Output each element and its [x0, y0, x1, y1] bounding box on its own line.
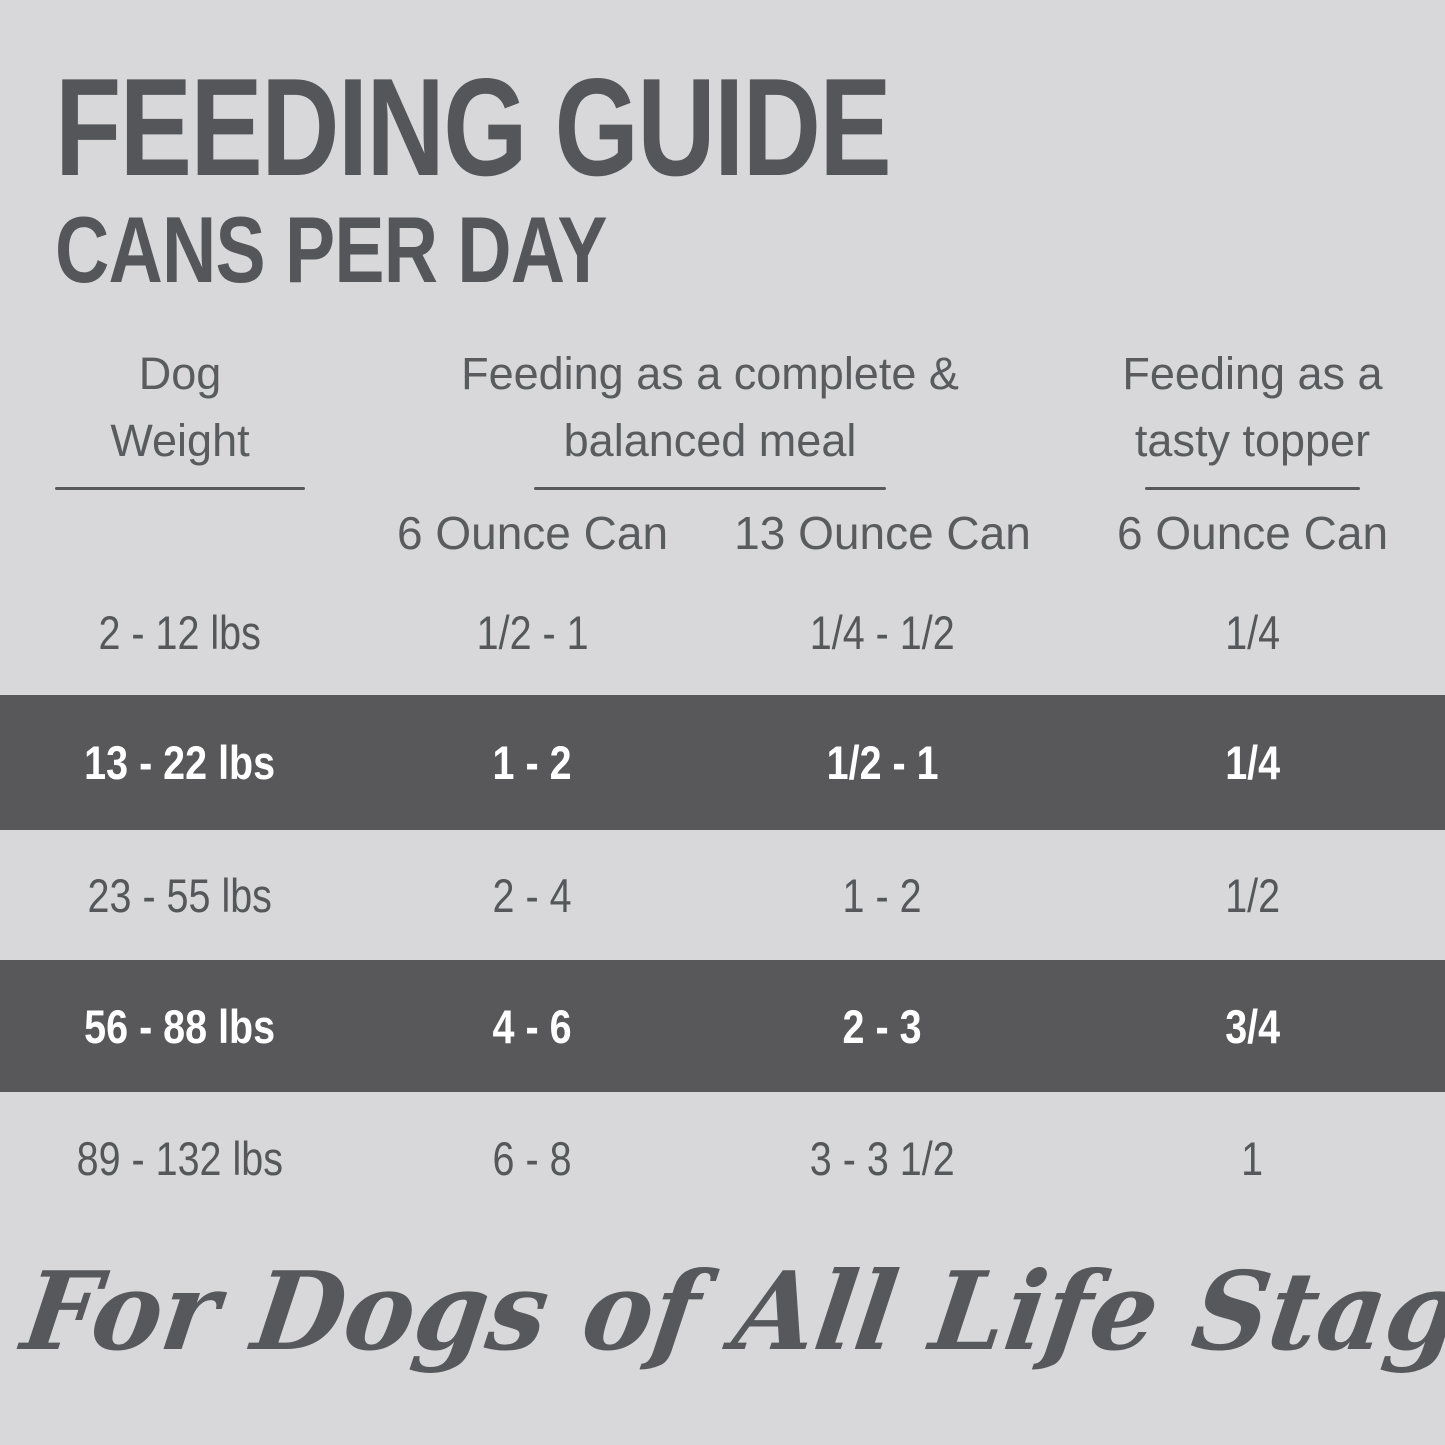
meal-6oz-value: 2 - 4 — [492, 868, 572, 922]
meal-13oz-cell: 3 - 3 1/2 — [705, 1131, 1060, 1186]
meal-6oz-cell: 2 - 4 — [360, 868, 705, 923]
table-column-headers: Dog Weight Feeding as a complete & balan… — [0, 340, 1445, 490]
meal-13oz-value: 3 - 3 1/2 — [810, 1132, 955, 1185]
table-body: 2 - 12 lbs 1/2 - 1 1/4 - 1/2 1/4 13 - 22… — [0, 570, 1445, 1225]
dog-weight-cell: 2 - 12 lbs — [0, 605, 360, 660]
header-underline — [534, 487, 886, 490]
dog-weight-value: 2 - 12 lbs — [98, 606, 262, 659]
dog-weight-cell: 56 - 88 lbs — [0, 999, 360, 1054]
dog-weight-cell: 89 - 132 lbs — [0, 1131, 360, 1186]
meal-13oz-cell: 2 - 3 — [705, 999, 1060, 1054]
topper-6oz-value: 1/4 — [1225, 606, 1280, 659]
meal-13oz-cell: 1/2 - 1 — [705, 735, 1060, 790]
page-title: FEEDING GUIDE — [55, 50, 892, 205]
dog-weight-value: 56 - 88 lbs — [84, 999, 276, 1053]
meal-13oz-value: 1/4 - 1/2 — [810, 606, 955, 659]
column-header-text: Weight — [110, 415, 250, 466]
topper-6oz-cell: 3/4 — [1060, 999, 1445, 1054]
sub-header-topper-6oz-can: 6 Ounce Can — [1116, 507, 1389, 559]
header-underline — [1145, 487, 1360, 490]
topper-6oz-value: 1 — [1241, 1132, 1264, 1185]
topper-6oz-cell: 1/4 — [1060, 735, 1445, 790]
column-header-tasty-topper: Feeding as a tasty topper — [1060, 340, 1445, 490]
table-row: 23 - 55 lbs 2 - 4 1 - 2 1/2 — [0, 830, 1445, 960]
page-subtitle: CANS PER DAY — [55, 197, 608, 302]
table-row-highlighted: 56 - 88 lbs 4 - 6 2 - 3 3/4 — [0, 960, 1445, 1092]
sub-header-6oz-can: 6 Ounce Can — [396, 507, 669, 559]
topper-6oz-value: 3/4 — [1225, 999, 1280, 1053]
table-sub-headers: 6 Ounce Can 13 Ounce Can 6 Ounce Can — [0, 498, 1445, 568]
topper-6oz-cell: 1 — [1060, 1131, 1445, 1186]
column-header-text: Dog — [138, 348, 222, 399]
topper-6oz-cell: 1/2 — [1060, 868, 1445, 923]
column-header-text: Feeding as a complete & — [461, 348, 959, 399]
meal-6oz-cell: 1 - 2 — [360, 735, 705, 790]
meal-6oz-value: 4 - 6 — [492, 999, 572, 1053]
table-row: 2 - 12 lbs 1/2 - 1 1/4 - 1/2 1/4 — [0, 570, 1445, 695]
sub-header-spacer — [0, 498, 360, 568]
footer-tagline-text: For Dogs of All Life Stages — [15, 1249, 1445, 1375]
meal-13oz-cell: 1/4 - 1/2 — [705, 605, 1060, 660]
meal-13oz-value: 1 - 2 — [842, 868, 922, 922]
dog-weight-value: 13 - 22 lbs — [84, 736, 276, 789]
meal-6oz-value: 1/2 - 1 — [476, 606, 589, 659]
column-header-text: balanced meal — [563, 415, 857, 466]
column-header-dog-weight: Dog Weight — [0, 340, 360, 490]
meal-13oz-cell: 1 - 2 — [705, 868, 1060, 923]
column-header-complete-meal: Feeding as a complete & balanced meal — [360, 340, 1060, 490]
topper-6oz-value: 1/2 — [1225, 868, 1280, 922]
dog-weight-value: 23 - 55 lbs — [87, 868, 273, 922]
dog-weight-cell: 23 - 55 lbs — [0, 868, 360, 923]
dog-weight-value: 89 - 132 lbs — [76, 1132, 284, 1185]
topper-6oz-cell: 1/4 — [1060, 605, 1445, 660]
meal-13oz-value: 1/2 - 1 — [826, 736, 939, 789]
meal-6oz-value: 1 - 2 — [492, 736, 572, 789]
meal-6oz-value: 6 - 8 — [492, 1132, 572, 1185]
topper-6oz-value: 1/4 — [1225, 736, 1280, 789]
table-row: 89 - 132 lbs 6 - 8 3 - 3 1/2 1 — [0, 1092, 1445, 1225]
footer-tagline: For Dogs of All Life Stages — [0, 1248, 1445, 1378]
meal-13oz-value: 2 - 3 — [842, 999, 922, 1053]
column-header-text: Feeding as a — [1122, 348, 1383, 399]
meal-6oz-cell: 1/2 - 1 — [360, 605, 705, 660]
sub-header-13oz-can: 13 Ounce Can — [734, 507, 1031, 559]
meal-6oz-cell: 6 - 8 — [360, 1131, 705, 1186]
column-header-text: tasty topper — [1134, 415, 1371, 466]
dog-weight-cell: 13 - 22 lbs — [0, 735, 360, 790]
meal-6oz-cell: 4 - 6 — [360, 999, 705, 1054]
table-row-highlighted: 13 - 22 lbs 1 - 2 1/2 - 1 1/4 — [0, 695, 1445, 830]
header-underline — [55, 487, 305, 490]
